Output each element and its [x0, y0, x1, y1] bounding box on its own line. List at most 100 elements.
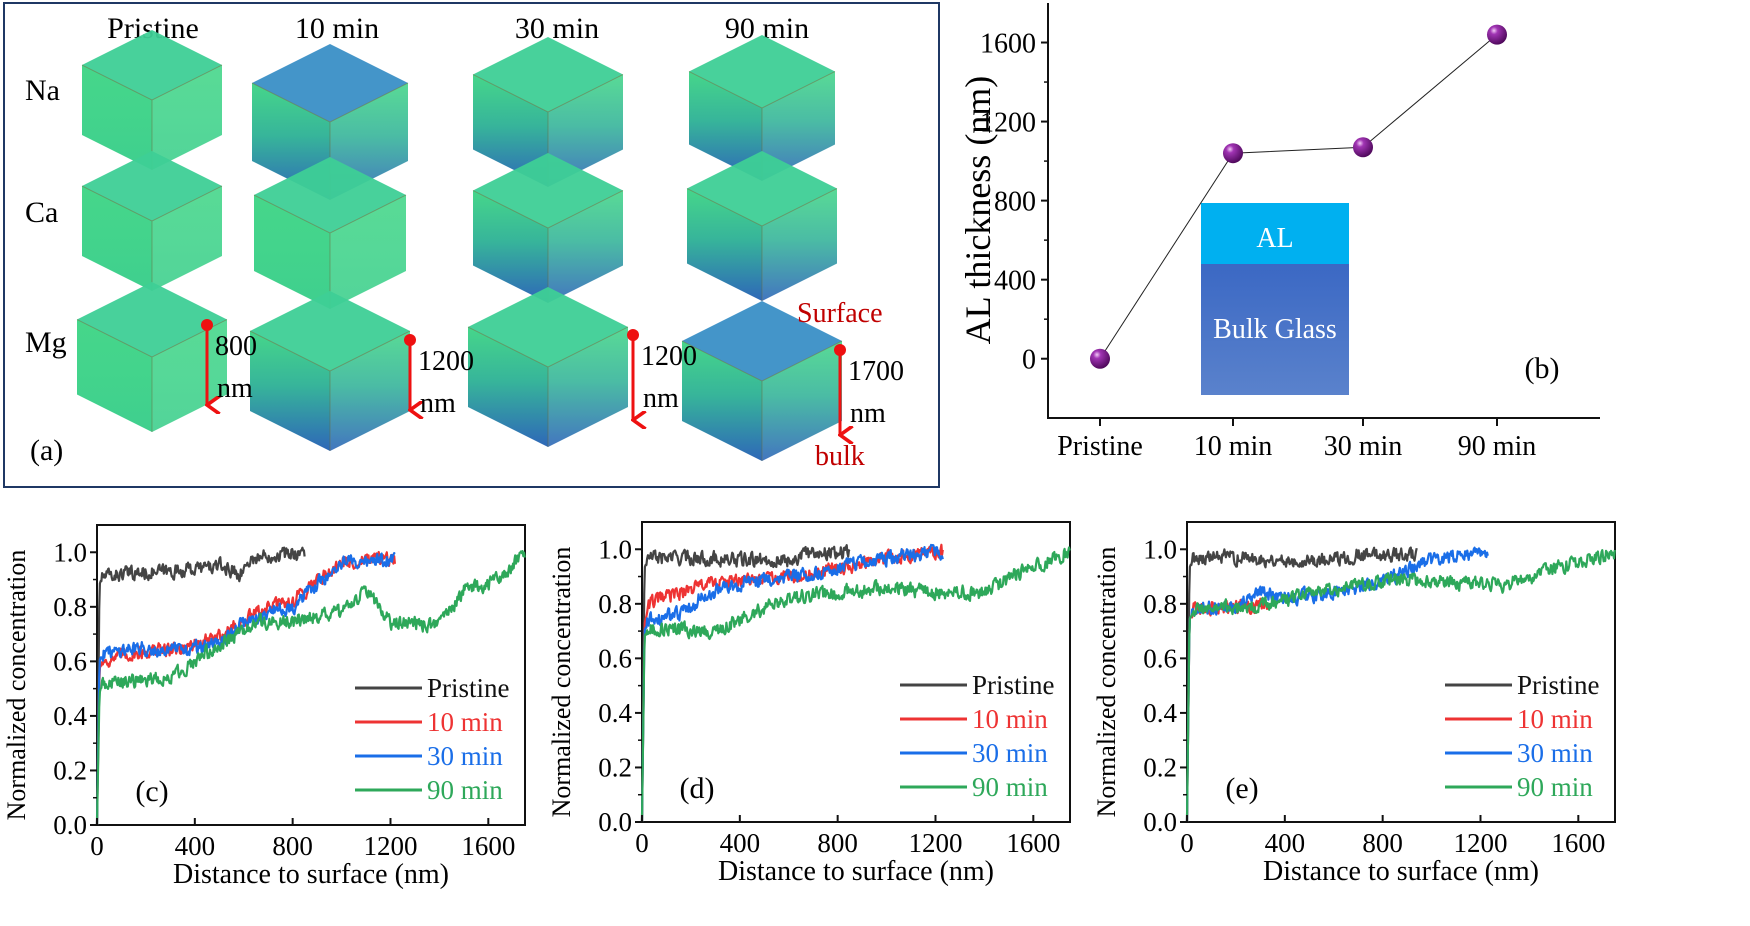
depth-value: 1200: [641, 341, 697, 372]
legend-label: 30 min: [1517, 738, 1593, 768]
legend-label: Pristine: [427, 673, 510, 703]
x-tick-label: 800: [272, 831, 313, 861]
row-label: Mg: [25, 326, 67, 359]
axes-frame: [1047, 3, 1600, 419]
panel-c: 0.0 0.2 0.4 0.6 0.8 1.0 0 400 800 1200 1600 Distanc…: [2, 524, 526, 890]
al-layer-label: AL: [1256, 223, 1293, 254]
legend-item: 30 min: [355, 741, 503, 771]
column-header: 10 min: [295, 12, 379, 45]
x-tick-label: 1200: [1453, 828, 1507, 858]
cube-edges: [76, 319, 228, 432]
x-tick-label: 10 min: [1194, 431, 1273, 462]
y-tick-label: 0: [1022, 345, 1036, 376]
y-tick-label: 0.0: [53, 810, 87, 840]
depth-unit: nm: [643, 383, 679, 414]
y-tick-label: 0.8: [1143, 589, 1177, 619]
element-map-cube: [81, 151, 223, 291]
y-tick-label: 0.6: [1143, 643, 1177, 673]
element-map-cube: [686, 151, 838, 301]
legend-item: 30 min: [900, 738, 1048, 768]
y-tick-label: 0.4: [53, 701, 87, 731]
depth-value: 800: [215, 331, 257, 362]
y-tick-label: 0.4: [1143, 698, 1177, 728]
legend-label: 90 min: [1517, 772, 1593, 802]
series-line-pristine: [1185, 546, 1418, 823]
al-layer: [1201, 203, 1349, 264]
data-point: [1223, 143, 1243, 164]
panel-e: 0.0 0.2 0.4 0.6 0.8 1.0 0 400 800 1200 1600 Distanc…: [1092, 521, 1616, 887]
panel-b-label: (b): [1525, 352, 1560, 385]
panel-label: (d): [680, 772, 715, 805]
legend-item: 30 min: [1445, 738, 1593, 768]
y-tick-label: 1.0: [1143, 534, 1177, 564]
x-tick-label: 1600: [1006, 828, 1060, 858]
element-map-cube: [472, 37, 624, 187]
depth-unit: nm: [850, 398, 886, 429]
legend-item: 90 min: [355, 775, 503, 805]
y-axis-label: Normalized concentration: [547, 547, 576, 818]
cube-edges: [81, 185, 223, 291]
y-tick-label: 0.0: [1143, 807, 1177, 837]
y-tick-label: 400: [994, 266, 1036, 297]
legend-item: 10 min: [900, 704, 1048, 734]
depth-arrow: 1700 nm: [834, 344, 904, 435]
data-point: [1353, 137, 1373, 158]
x-tick-label: 1600: [461, 831, 515, 861]
y-tick-label: 800: [994, 187, 1036, 218]
y-tick-label: 1.0: [53, 537, 87, 567]
element-map-cube: [467, 287, 629, 447]
depth-unit: nm: [420, 388, 456, 419]
y-tick-label: 0.8: [598, 589, 632, 619]
element-map-cube: [681, 301, 843, 461]
row-label: Na: [25, 74, 60, 107]
cube-edges: [249, 330, 411, 451]
legend-item: 10 min: [1445, 704, 1593, 734]
depth-arrow: 800 nm: [201, 319, 257, 405]
series-line: [1099, 34, 1498, 359]
legend-item: 90 min: [1445, 772, 1593, 802]
cube-edges: [681, 340, 843, 461]
series-line-90-min: [1185, 549, 1616, 823]
x-axis-label: Distance to surface (nm): [1263, 856, 1539, 887]
series-line-30-min: [95, 552, 396, 826]
element-map-cube: [472, 153, 624, 303]
x-tick-label: 1600: [1551, 828, 1605, 858]
legend-item: 90 min: [900, 772, 1048, 802]
x-tick-label: 400: [175, 831, 216, 861]
x-tick-label: 1200: [908, 828, 962, 858]
y-tick-label: 1.0: [598, 534, 632, 564]
x-tick-label: 0: [90, 831, 104, 861]
cube-edges: [467, 326, 629, 447]
legend-item: 10 min: [355, 707, 503, 737]
panel-a-label: (a): [30, 434, 63, 467]
data-point: [1487, 24, 1507, 45]
x-axis-label: Distance to surface (nm): [173, 859, 449, 890]
legend-label: 10 min: [427, 707, 503, 737]
legend: Pristine 10 min 30 min 90 min: [355, 673, 510, 805]
legend-label: 90 min: [427, 775, 503, 805]
series-line-pristine: [640, 544, 851, 823]
x-tick-label: 90 min: [1458, 431, 1537, 462]
legend-label: 10 min: [1517, 704, 1593, 734]
x-tick-label: 0: [635, 828, 649, 858]
y-tick-label: 0.8: [53, 592, 87, 622]
data-point: [1090, 348, 1110, 369]
panel-d: 0.0 0.2 0.4 0.6 0.8 1.0 0 400 800 1200 1600 Distanc…: [547, 521, 1071, 887]
depth-arrow: 1200 nm: [627, 329, 697, 420]
x-tick-label: 400: [720, 828, 761, 858]
depth-unit: nm: [217, 373, 253, 404]
y-tick-label: 1200: [980, 108, 1036, 139]
bulk-layer-label: Bulk Glass: [1213, 314, 1337, 345]
y-tick-label: 0.2: [598, 752, 632, 782]
legend-label: 30 min: [427, 741, 503, 771]
legend-label: Pristine: [1517, 670, 1600, 700]
legend-label: 30 min: [972, 738, 1048, 768]
legend-label: Pristine: [972, 670, 1055, 700]
depth-arrow: 1200 nm: [404, 334, 474, 419]
x-axis-label: Distance to surface (nm): [718, 856, 994, 887]
legend: Pristine 10 min 30 min 90 min: [900, 670, 1055, 802]
panel-b: AL Bulk Glass 0 400 800 1200 1600 Pristine 10 mi…: [958, 3, 1600, 462]
column-header: 30 min: [515, 12, 599, 45]
